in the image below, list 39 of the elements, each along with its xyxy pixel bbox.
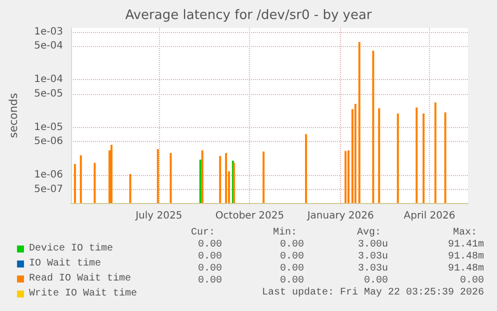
text: 0.00 [280, 276, 304, 286]
text: 0.00 [364, 276, 388, 286]
legend-label: IO Wait time [29, 258, 102, 270]
text: 91.48m [448, 264, 484, 274]
text: 3.00u [358, 240, 388, 250]
text: 0.00 [198, 240, 222, 250]
text: Cur: [190, 228, 216, 238]
text: Avg: [356, 228, 382, 238]
y-axis-title: seconds [7, 92, 20, 138]
text: 0.00 [280, 264, 304, 274]
y-tick-label: 1e-03 [34, 26, 63, 38]
text: 3.03u [358, 264, 388, 274]
text: 0.00 [280, 240, 304, 250]
x-tick-label: July 2025 [134, 210, 182, 222]
y-tick-label: 5e-07 [34, 184, 63, 195]
x-tick-label: October 2025 [215, 210, 284, 222]
text: 0.00 [198, 264, 222, 274]
chart-title: Average latency for /dev/sr0 - by year [125, 8, 372, 23]
y-tick-label: 5e-05 [34, 88, 63, 100]
text: 0.00 [460, 276, 484, 286]
text: Min: [272, 226, 298, 238]
text: 0.00 [198, 252, 222, 262]
y-tick-label: 1e-06 [34, 170, 63, 181]
text: 91.48m [448, 252, 484, 262]
legend-label: Read IO Wait time [29, 272, 132, 284]
text: Max: [452, 228, 478, 238]
legend-label: Write IO Wait time [29, 288, 138, 300]
text: 3.03u [358, 252, 388, 262]
text: Last update: Fri May 22 03:25:39 2026 [262, 286, 484, 298]
text: 91.41m [448, 240, 484, 250]
x-tick-label: January 2026 [306, 210, 374, 222]
y-tick-label: 1e-04 [34, 74, 63, 86]
x-tick-label: April 2026 [404, 210, 456, 222]
text: 0.00 [198, 276, 222, 286]
y-tick-label: 1e-05 [34, 122, 63, 133]
y-tick-label: 5e-06 [34, 136, 63, 148]
y-tick-label: 5e-04 [34, 40, 63, 52]
legend-label: Device IO time [29, 242, 114, 254]
text: 0.00 [280, 252, 304, 262]
